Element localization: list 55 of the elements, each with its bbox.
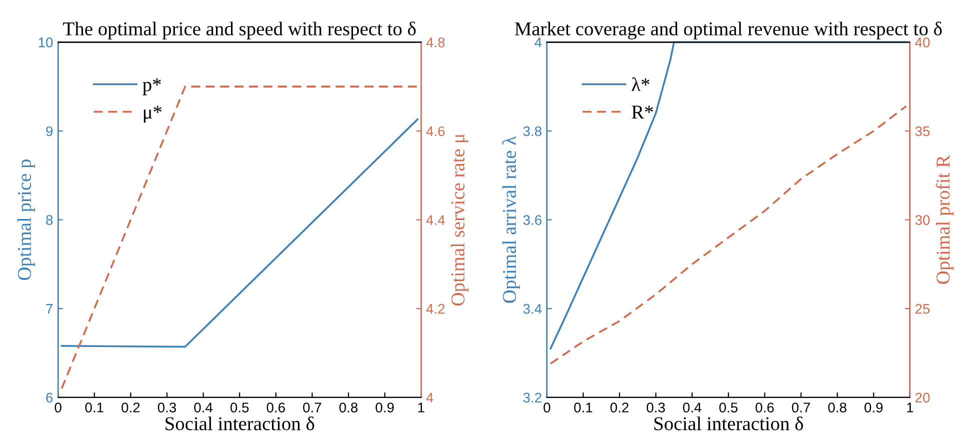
x-axis-title: Social interaction δ <box>166 416 314 430</box>
x-tick-label: 0.8 <box>828 402 846 412</box>
y2-tick-label: 20 <box>915 392 930 403</box>
y2-tick-label: 25 <box>915 304 930 314</box>
y-tick-label: 6 <box>46 392 53 403</box>
y2-axis-title: Optimal service rate μ <box>450 134 468 306</box>
x-tick-label: 0.1 <box>574 402 592 412</box>
y2-axis-title: Optimal profit R <box>936 155 954 284</box>
line-series <box>550 105 908 365</box>
y-tick-label: 3.8 <box>523 126 542 136</box>
x-tick-label: 0.3 <box>646 402 665 412</box>
y-axis-title: Optimal price p <box>17 160 35 280</box>
y-tick-label: 8 <box>46 215 53 225</box>
x-tick-label: 0.4 <box>683 402 702 412</box>
y2-tick-label: 35 <box>915 126 930 136</box>
y-tick-label: 3.6 <box>523 215 542 225</box>
x-tick-label: 0.1 <box>85 402 104 412</box>
line-series <box>550 41 908 350</box>
x-tick-label: 0.2 <box>610 402 628 412</box>
x-tick-label: 0.4 <box>194 402 213 412</box>
x-tick-label: 0.2 <box>122 402 140 412</box>
x-tick-label: 1 <box>418 402 424 412</box>
x-tick-label: 0.5 <box>230 402 249 412</box>
legend-label: p* <box>142 78 161 96</box>
y-tick-label: 9 <box>46 126 53 136</box>
x-tick-label: 0.6 <box>266 402 285 412</box>
y-axis-title: Optimal arrival rate λ <box>502 136 520 303</box>
y-tick-label: 7 <box>46 304 53 314</box>
legend-label: λ* <box>632 77 650 92</box>
x-tick-label: 0 <box>544 402 550 412</box>
y-tick-label: 4 <box>534 38 542 48</box>
y2-tick-label: 4 <box>426 392 434 402</box>
x-tick-label: 0.6 <box>756 402 774 412</box>
chart-title: The optimal price and speed with respect to δ <box>63 22 416 40</box>
y2-tick-label: 40 <box>915 38 930 48</box>
legend-label: μ* <box>144 106 162 123</box>
x-tick-label: 0.9 <box>864 402 883 412</box>
x-tick-label: 0.8 <box>339 402 358 412</box>
x-tick-label: 0.3 <box>158 402 176 412</box>
x-tick-label: 1 <box>907 402 914 412</box>
x-tick-label: 0.7 <box>303 402 322 412</box>
y-tick-label: 3.2 <box>523 392 542 403</box>
x-tick-label: 0.7 <box>792 402 810 412</box>
y2-tick-label: 30 <box>915 215 930 225</box>
x-tick-label: 0.9 <box>376 402 394 412</box>
y2-tick-label: 4.8 <box>426 38 445 48</box>
x-axis-title: Social interaction δ <box>654 416 803 430</box>
y2-tick-label: 4.2 <box>426 304 445 314</box>
y-tick-label: 3.4 <box>523 304 542 314</box>
y2-tick-label: 4.4 <box>426 215 445 225</box>
y2-tick-label: 4.6 <box>426 126 445 136</box>
legend-label: R* <box>632 106 653 119</box>
y-tick-label: 10 <box>38 38 53 48</box>
x-tick-label: 0 <box>54 402 62 412</box>
x-tick-label: 0.5 <box>719 402 738 412</box>
